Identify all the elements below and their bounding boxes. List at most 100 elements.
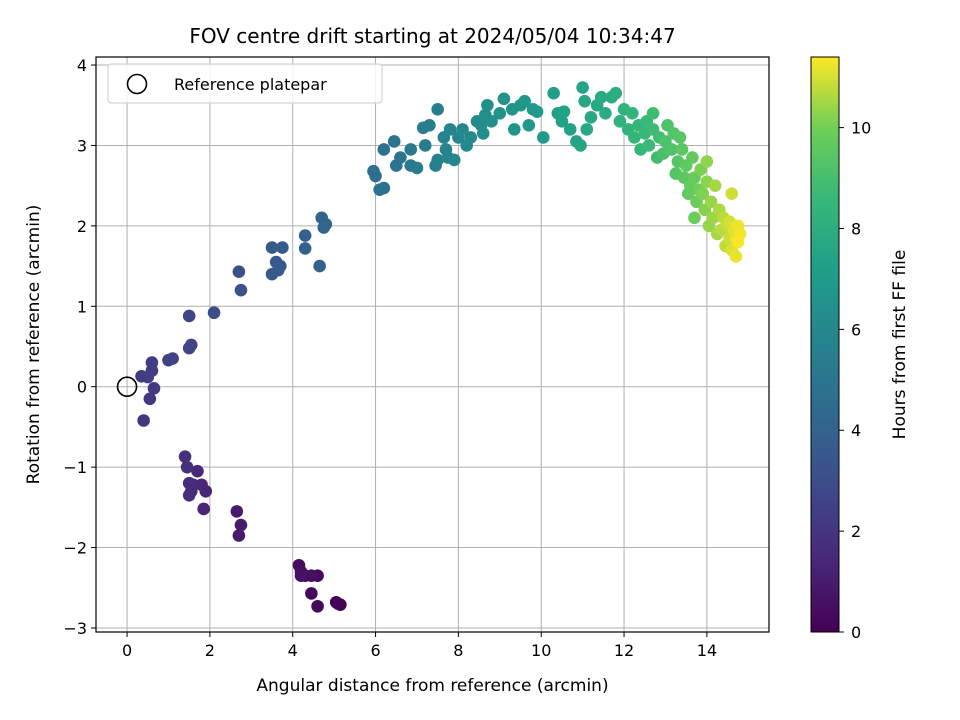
- data-point: [230, 505, 244, 518]
- plot-frame: [95, 56, 770, 633]
- data-point: [708, 179, 722, 192]
- data-point: [147, 382, 161, 395]
- data-point: [665, 143, 678, 156]
- data-point: [182, 309, 196, 323]
- data-point: [673, 131, 687, 144]
- reference-marker: [116, 376, 138, 398]
- x-tick-label: 4: [288, 641, 298, 660]
- x-tick-label: 0: [122, 641, 132, 660]
- scatter-points: [135, 81, 747, 613]
- data-point: [686, 151, 699, 164]
- data-point: [423, 119, 436, 132]
- data-point: [404, 143, 418, 156]
- legend: Reference platepar: [107, 63, 383, 104]
- colorbar-tick-label: 4: [851, 421, 861, 440]
- data-point: [493, 106, 507, 120]
- x-tick-label: 2: [205, 641, 215, 660]
- data-point: [394, 151, 407, 164]
- data-point: [182, 488, 196, 502]
- data-point: [497, 92, 511, 106]
- data-point: [599, 106, 612, 120]
- data-point: [387, 135, 401, 148]
- data-point: [137, 414, 150, 427]
- x-tick-label: 12: [614, 641, 634, 660]
- data-point: [182, 476, 196, 490]
- y-tick-label: −2: [63, 539, 87, 558]
- data-point: [180, 460, 194, 474]
- data-point: [485, 115, 498, 128]
- data-point: [675, 143, 689, 156]
- data-point: [232, 529, 246, 542]
- data-point: [704, 195, 718, 209]
- data-point: [580, 123, 594, 136]
- data-point: [578, 94, 592, 108]
- data-point: [547, 86, 560, 100]
- data-point: [431, 102, 444, 116]
- data-point: [530, 105, 544, 118]
- colorbar-tick-label: 6: [851, 320, 861, 339]
- data-point: [731, 235, 745, 249]
- data-point: [234, 518, 248, 532]
- x-tick-label: 10: [531, 641, 551, 660]
- colorbar-tick-label: 0: [851, 623, 861, 642]
- data-point: [313, 259, 326, 273]
- data-point: [574, 139, 587, 152]
- y-tick-label: −1: [63, 458, 87, 477]
- data-point: [271, 263, 285, 277]
- data-point: [563, 123, 577, 136]
- data-point: [725, 187, 739, 201]
- data-point: [182, 341, 196, 355]
- legend-box: [107, 63, 383, 104]
- data-point: [576, 81, 589, 94]
- legend-entry-reference: Reference platepar: [174, 75, 327, 94]
- legend-marker: [126, 73, 148, 95]
- x-tick-label: 14: [697, 641, 717, 660]
- data-point: [443, 123, 457, 136]
- y-tick-label: −3: [63, 619, 87, 638]
- data-point: [557, 105, 571, 118]
- data-point: [178, 450, 192, 463]
- y-tick-label: 1: [77, 297, 87, 316]
- data-point: [145, 356, 159, 369]
- data-point: [377, 181, 391, 195]
- data-point: [143, 392, 157, 406]
- data-point: [166, 352, 179, 365]
- data-point: [447, 153, 461, 167]
- y-tick-label: 0: [77, 378, 87, 397]
- data-point: [696, 187, 710, 201]
- data-point: [431, 153, 444, 167]
- data-point: [418, 139, 432, 152]
- data-point: [536, 131, 550, 144]
- data-point: [265, 241, 279, 254]
- colorbar: [810, 56, 840, 633]
- data-point: [729, 250, 743, 263]
- data-point: [594, 90, 608, 104]
- data-point: [464, 131, 478, 144]
- data-point: [522, 119, 536, 132]
- data-point: [141, 370, 155, 384]
- colorbar-ticks: 0 2 4 6 8 10: [839, 119, 871, 642]
- data-point: [311, 599, 324, 613]
- data-point: [298, 242, 312, 255]
- chart-title: FOV centre drift starting at 2024/05/04 …: [189, 24, 675, 48]
- data-point: [481, 98, 494, 112]
- colorbar-tick-label: 2: [851, 522, 861, 541]
- data-point: [456, 123, 469, 136]
- data-point: [555, 115, 569, 128]
- colorbar-tick-label: 8: [851, 219, 861, 238]
- data-point: [584, 111, 598, 124]
- x-tick-label: 6: [370, 641, 380, 660]
- data-point: [626, 106, 639, 120]
- data-point: [700, 155, 714, 168]
- colorbar-label: Hours from first FF file: [890, 250, 910, 440]
- data-point: [507, 123, 521, 136]
- data-point: [232, 265, 246, 279]
- data-point: [642, 139, 656, 152]
- data-point: [476, 127, 490, 140]
- data-point: [369, 169, 382, 183]
- data-point: [410, 161, 424, 175]
- y-tick-label: 3: [77, 136, 87, 155]
- data-point: [191, 464, 204, 478]
